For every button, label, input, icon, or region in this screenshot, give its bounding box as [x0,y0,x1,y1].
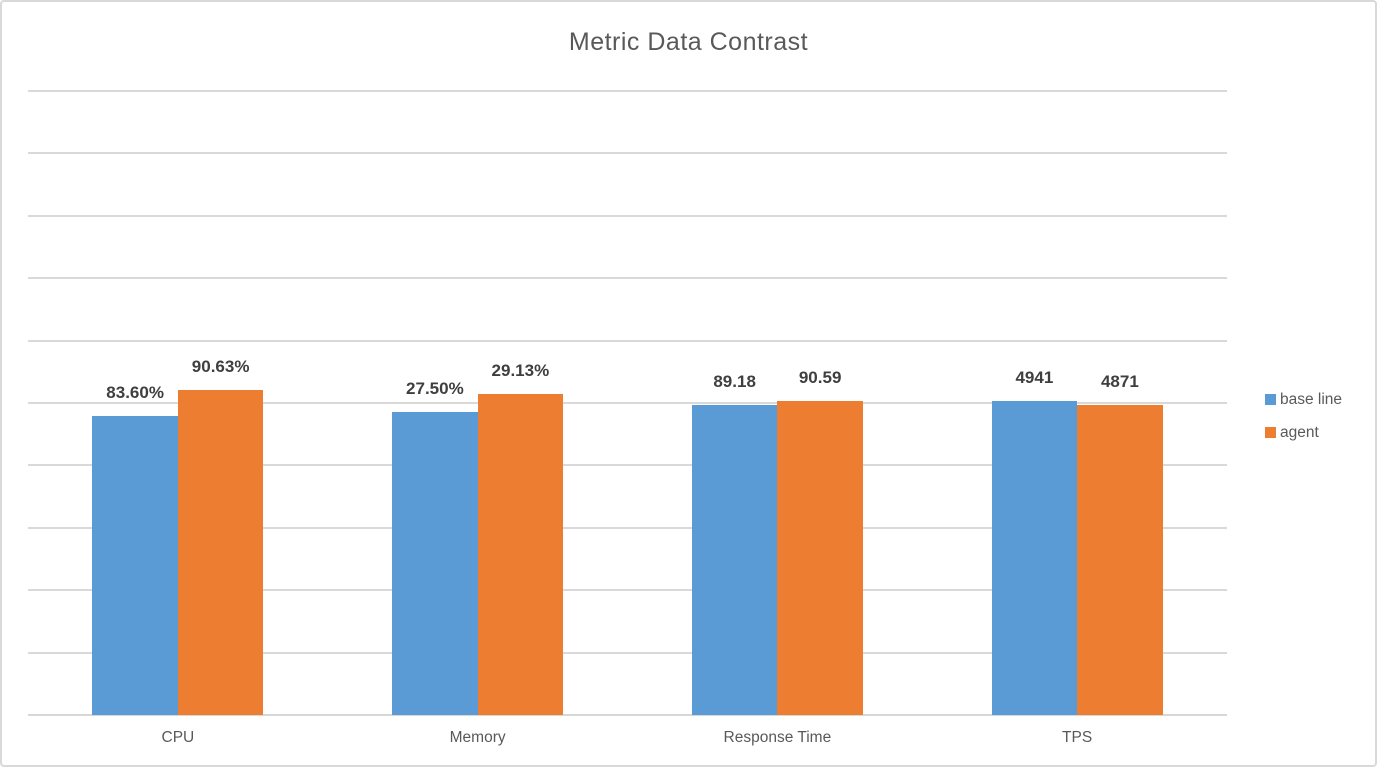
bar-base-line-memory[interactable] [392,411,478,715]
legend-item-base-line[interactable]: base line [1265,392,1342,408]
legend-item-agent[interactable]: agent [1265,423,1342,441]
gridline [28,464,1227,467]
category-label-tps: TPS [1062,729,1093,746]
bar-base-line-response-time[interactable] [691,405,778,715]
data-label-base-line-tps: 4941 [1015,367,1054,387]
data-label-agent-response-time: 90.59 [798,367,842,387]
category-label-cpu: CPU [161,729,195,746]
gridline [28,651,1227,654]
data-label-base-line-cpu: 83.60% [106,382,164,402]
legend-color-swatch [1265,394,1276,406]
plot-area: 83.60% 90.63% 27.50% 29.13% 89.18 90.59 4941 48… [28,90,1227,716]
data-label-base-line-memory: 27.50% [406,378,464,398]
category-axis-line [28,714,1227,716]
bar-agent-tps[interactable] [1077,405,1163,715]
bar-agent-response-time[interactable] [777,400,863,715]
gridline [28,339,1227,342]
category-label-response-time: Response Time [723,729,832,746]
legend: base line agent [1265,392,1342,440]
gridline [28,526,1227,529]
gridline [28,152,1227,155]
data-label-agent-memory: 29.13% [491,361,550,381]
gridline [28,214,1227,217]
legend-color-swatch [1265,426,1276,438]
gridline [28,402,1227,404]
gridline [28,90,1227,92]
legend-label: base line [1280,391,1343,408]
data-label-base-line-response-time: 89.18 [713,372,756,392]
gridline [28,277,1227,280]
bar-base-line-tps[interactable] [991,400,1078,715]
chart-title: Metric Data Contrast [568,28,809,56]
gridline [28,589,1227,592]
category-label-memory: Memory [449,729,506,746]
bar-agent-cpu[interactable] [177,390,264,715]
legend-label: agent [1280,423,1319,441]
data-label-agent-tps: 4871 [1100,372,1139,392]
bar-base-line-cpu[interactable] [92,415,178,715]
data-label-agent-cpu: 90.63% [191,357,250,377]
bar-agent-memory[interactable] [477,394,564,715]
